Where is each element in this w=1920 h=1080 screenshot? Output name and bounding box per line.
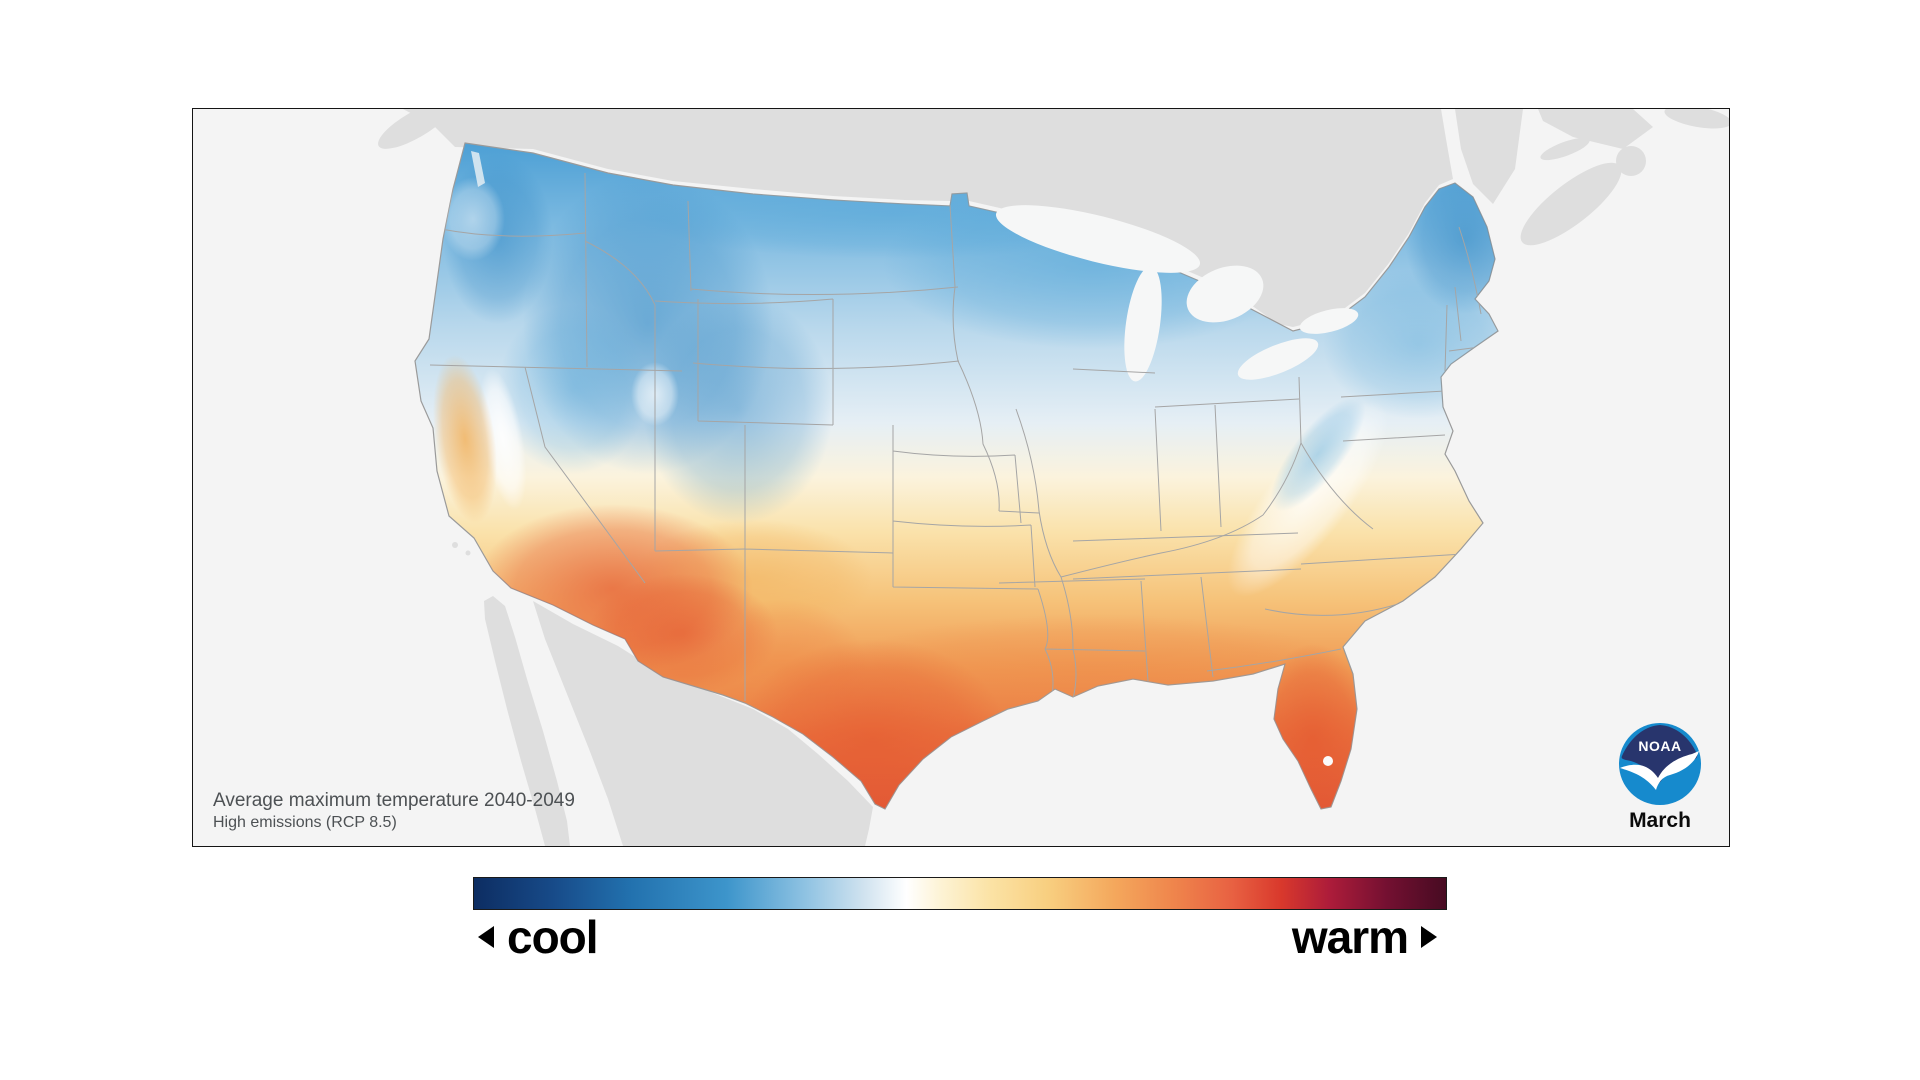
great-lakes: [995, 205, 1359, 382]
lake-michigan: [1124, 266, 1162, 382]
mexico-mainland: [533, 601, 873, 846]
new-brunswick: [1455, 109, 1523, 204]
cape-breton-island: [1616, 146, 1646, 176]
vancouver-island: [378, 109, 452, 149]
state-boundaries: [429, 172, 1496, 701]
map-caption: Average maximum temperature 2040-2049 Hi…: [213, 789, 575, 834]
cool-arrow-icon: [478, 926, 494, 948]
regional-temperature-blobs: [433, 154, 1498, 809]
legend-warm-label: warm: [1292, 910, 1437, 964]
puget-sound: [471, 151, 485, 187]
us-temperature-map: [193, 109, 1729, 846]
warm-text: warm: [1291, 911, 1409, 963]
lake-ontario: [1299, 308, 1359, 334]
noaa-badge: NOAA March: [1595, 721, 1725, 833]
baja-california: [484, 596, 570, 846]
caption-variable: Average maximum temperature 2040-2049: [213, 789, 575, 811]
nova-scotia: [1520, 162, 1622, 246]
channel-island: [452, 542, 458, 548]
lake-huron: [1186, 265, 1264, 323]
map-panel: Average maximum temperature 2040-2049 Hi…: [192, 108, 1730, 847]
lake-erie: [1237, 338, 1319, 380]
newfoundland-corner: [1664, 109, 1729, 129]
legend-gradient-bar: [473, 877, 1447, 910]
lake-okeechobee: [1323, 756, 1333, 766]
warm-arrow-icon: [1421, 926, 1437, 948]
channel-island-2: [465, 550, 471, 556]
lake-superior: [995, 205, 1201, 273]
gulf-of-st-lawrence-land: [1538, 109, 1653, 149]
month-label: March: [1629, 809, 1691, 832]
prince-edward-island: [1540, 137, 1590, 161]
canada-landmass: [403, 109, 1453, 327]
noaa-logo-text: NOAA: [1638, 738, 1681, 754]
noaa-logo-icon: NOAA: [1619, 723, 1701, 805]
caption-scenario: High emissions (RCP 8.5): [213, 814, 397, 832]
cool-text: cool: [507, 911, 599, 963]
legend-cool-label: cool: [478, 910, 599, 964]
